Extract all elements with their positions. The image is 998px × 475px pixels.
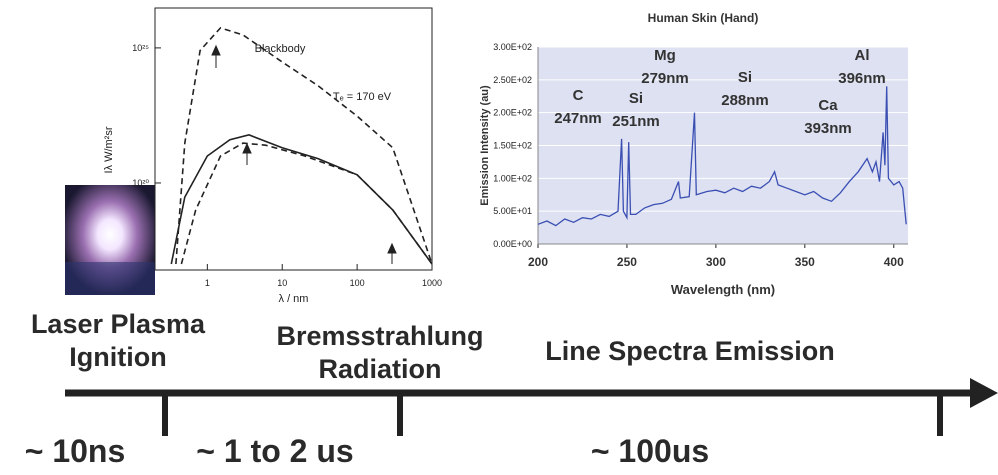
arrows xyxy=(211,44,397,264)
chart-title: Human Skin (Hand) xyxy=(648,11,759,25)
phase-label: Radiation xyxy=(318,354,441,384)
peak-label: C xyxy=(573,87,584,104)
y-axis-label: Iλ W/m²sr xyxy=(103,126,115,173)
y-tick-label: 5.00E+01 xyxy=(493,206,532,216)
annotation: Tₑ = 170 eV xyxy=(333,91,392,103)
peak-label: 251nm xyxy=(612,113,660,130)
phase-label: Bremsstrahlung xyxy=(276,321,483,351)
annotation: Blackbody xyxy=(255,43,306,55)
peak-label: Si xyxy=(629,90,643,107)
x-tick-label: 10 xyxy=(277,278,287,288)
x-tick-label: 200 xyxy=(528,255,548,269)
phase-label: Ignition xyxy=(69,342,166,372)
phase-label: Laser Plasma xyxy=(31,309,206,339)
x-axis-label: Wavelength (nm) xyxy=(671,282,775,297)
peak-label: 279nm xyxy=(641,70,689,87)
x-tick-label: 300 xyxy=(706,255,726,269)
series-line xyxy=(537,86,907,227)
x-tick-label: 400 xyxy=(884,255,904,269)
y-tick-label: 10²⁰ xyxy=(132,178,149,188)
y-tick-label: 3.00E+02 xyxy=(493,42,532,52)
y-tick-label: 1.00E+02 xyxy=(493,173,532,183)
x-tick-label: 1000 xyxy=(422,278,442,288)
plot-frame xyxy=(154,7,433,271)
y-axis-label: Emission Intensity (au) xyxy=(479,85,491,206)
peak-label: Al xyxy=(855,47,870,64)
y-tick-label: 10²⁵ xyxy=(132,43,149,53)
peak-label: 393nm xyxy=(804,120,852,137)
peak-label: 247nm xyxy=(554,110,602,127)
y-tick-label: 2.50E+02 xyxy=(493,75,532,85)
x-tick-label: 100 xyxy=(350,278,365,288)
series-line xyxy=(170,134,433,265)
x-tick-label: 350 xyxy=(795,255,815,269)
peak-label: Ca xyxy=(818,97,838,114)
phase-label: Line Spectra Emission xyxy=(545,336,835,366)
x-axis-label: λ / nm xyxy=(279,293,309,305)
photo-base xyxy=(65,262,155,295)
x-tick-label: 250 xyxy=(617,255,637,269)
peak-label: Mg xyxy=(654,47,676,64)
y-tick-label: 0.00E+00 xyxy=(493,239,532,249)
x-tick-label: 1 xyxy=(205,278,210,288)
y-tick-label: 1.50E+02 xyxy=(493,141,532,151)
peak-label: Si xyxy=(738,69,752,86)
duration-label: ~ 1 to 2 us xyxy=(196,433,353,469)
timeline xyxy=(65,378,998,436)
duration-label: ~ 10ns xyxy=(25,433,126,469)
peak-label: 288nm xyxy=(721,92,769,109)
series-line xyxy=(180,142,433,265)
peak-label: 396nm xyxy=(838,70,886,87)
y-tick-label: 2.00E+02 xyxy=(493,108,532,118)
series-line xyxy=(175,26,433,265)
duration-label: ~ 100us xyxy=(591,433,709,469)
